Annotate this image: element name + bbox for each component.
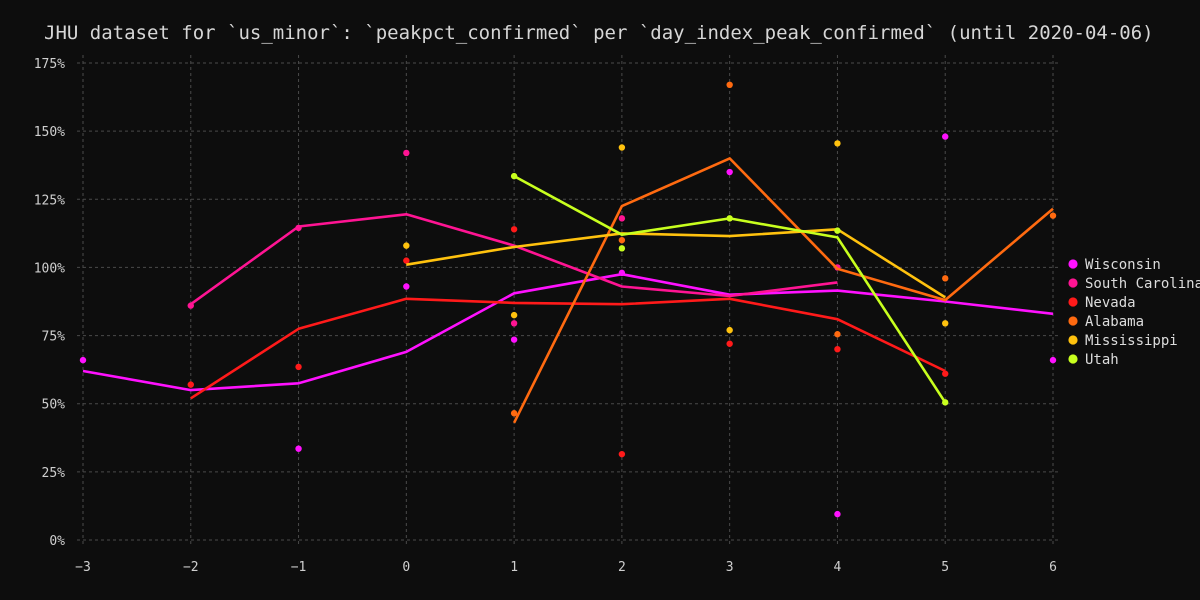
x-tick-label: 0 [402, 560, 410, 575]
chart-title: JHU dataset for `us_minor`: `peakpct_con… [44, 22, 1154, 44]
legend-label-nevada: Nevada [1085, 295, 1136, 311]
x-tick-label: 3 [726, 560, 734, 575]
data-point-wisconsin [79, 356, 87, 364]
legend-marker-utah [1068, 354, 1078, 364]
legend-label-south-carolina: South Carolina [1085, 276, 1200, 292]
data-point-south-carolina [403, 149, 410, 157]
x-tick-label: 2 [618, 560, 626, 575]
legend-label-utah: Utah [1085, 352, 1119, 368]
data-point-mississippi [510, 311, 518, 319]
legend-marker-south-carolina [1068, 278, 1078, 288]
data-point-mississippi [834, 140, 841, 147]
data-point-nevada [187, 381, 194, 388]
series-line-wisconsin [82, 272, 1054, 392]
data-point-wisconsin [834, 510, 841, 518]
data-point-wisconsin [403, 283, 410, 290]
legend-marker-wisconsin [1068, 259, 1078, 269]
data-point-alabama [510, 410, 518, 417]
data-point-wisconsin [1049, 356, 1057, 364]
data-point-nevada [726, 340, 733, 347]
data-point-wisconsin [295, 445, 302, 452]
x-tick-label: 1 [510, 560, 518, 575]
data-point-south-carolina [618, 215, 626, 222]
data-point-nevada [618, 450, 626, 458]
data-point-nevada [295, 363, 302, 371]
y-tick-label: 150% [34, 125, 65, 140]
data-point-wisconsin [726, 168, 733, 176]
data-point-wisconsin [510, 336, 518, 343]
legend-label-wisconsin: Wisconsin [1085, 257, 1161, 273]
series-line-mississippi [406, 228, 946, 299]
data-point-south-carolina [295, 224, 302, 232]
data-point-alabama [834, 331, 841, 338]
data-point-south-carolina [187, 302, 194, 309]
x-tick-label: 6 [1049, 560, 1057, 575]
x-tick-label: 4 [834, 560, 842, 575]
data-point-mississippi [726, 326, 733, 334]
y-tick-label: 175% [34, 57, 65, 72]
y-tick-label: 25% [42, 466, 66, 481]
x-tick-label: −2 [183, 560, 199, 575]
data-point-mississippi [618, 144, 626, 151]
data-point-alabama [618, 236, 626, 244]
series-line-alabama [512, 157, 1054, 424]
legend-label-alabama: Alabama [1085, 314, 1144, 330]
data-point-alabama [726, 81, 733, 89]
y-tick-label: 125% [34, 193, 65, 208]
data-point-alabama [1049, 212, 1057, 219]
data-point-utah [942, 399, 949, 406]
y-tick-label: 50% [42, 398, 66, 413]
x-tick-label: −3 [75, 560, 91, 575]
legend-marker-nevada [1068, 297, 1078, 307]
data-point-utah [726, 215, 733, 222]
y-tick-label: 100% [34, 261, 65, 276]
data-point-utah [618, 245, 626, 252]
data-point-mississippi [403, 242, 410, 249]
data-point-south-carolina [510, 320, 518, 327]
data-point-nevada [834, 346, 841, 353]
legend-label-mississippi: Mississippi [1085, 333, 1178, 349]
legend-marker-mississippi [1068, 335, 1078, 345]
data-point-utah [510, 172, 518, 180]
data-point-mississippi [942, 320, 949, 327]
data-point-alabama [942, 275, 949, 282]
x-tick-label: −1 [291, 560, 307, 575]
y-tick-label: 75% [42, 330, 66, 345]
data-point-nevada [510, 226, 518, 233]
data-point-wisconsin [942, 133, 949, 140]
y-tick-label: 0% [49, 534, 65, 549]
data-point-nevada [403, 257, 410, 264]
series-line-nevada [190, 297, 946, 400]
data-point-nevada [942, 370, 949, 377]
data-point-wisconsin [618, 269, 626, 277]
x-tick-label: 5 [941, 560, 949, 575]
legend-marker-alabama [1068, 316, 1078, 326]
data-point-utah [834, 227, 841, 234]
